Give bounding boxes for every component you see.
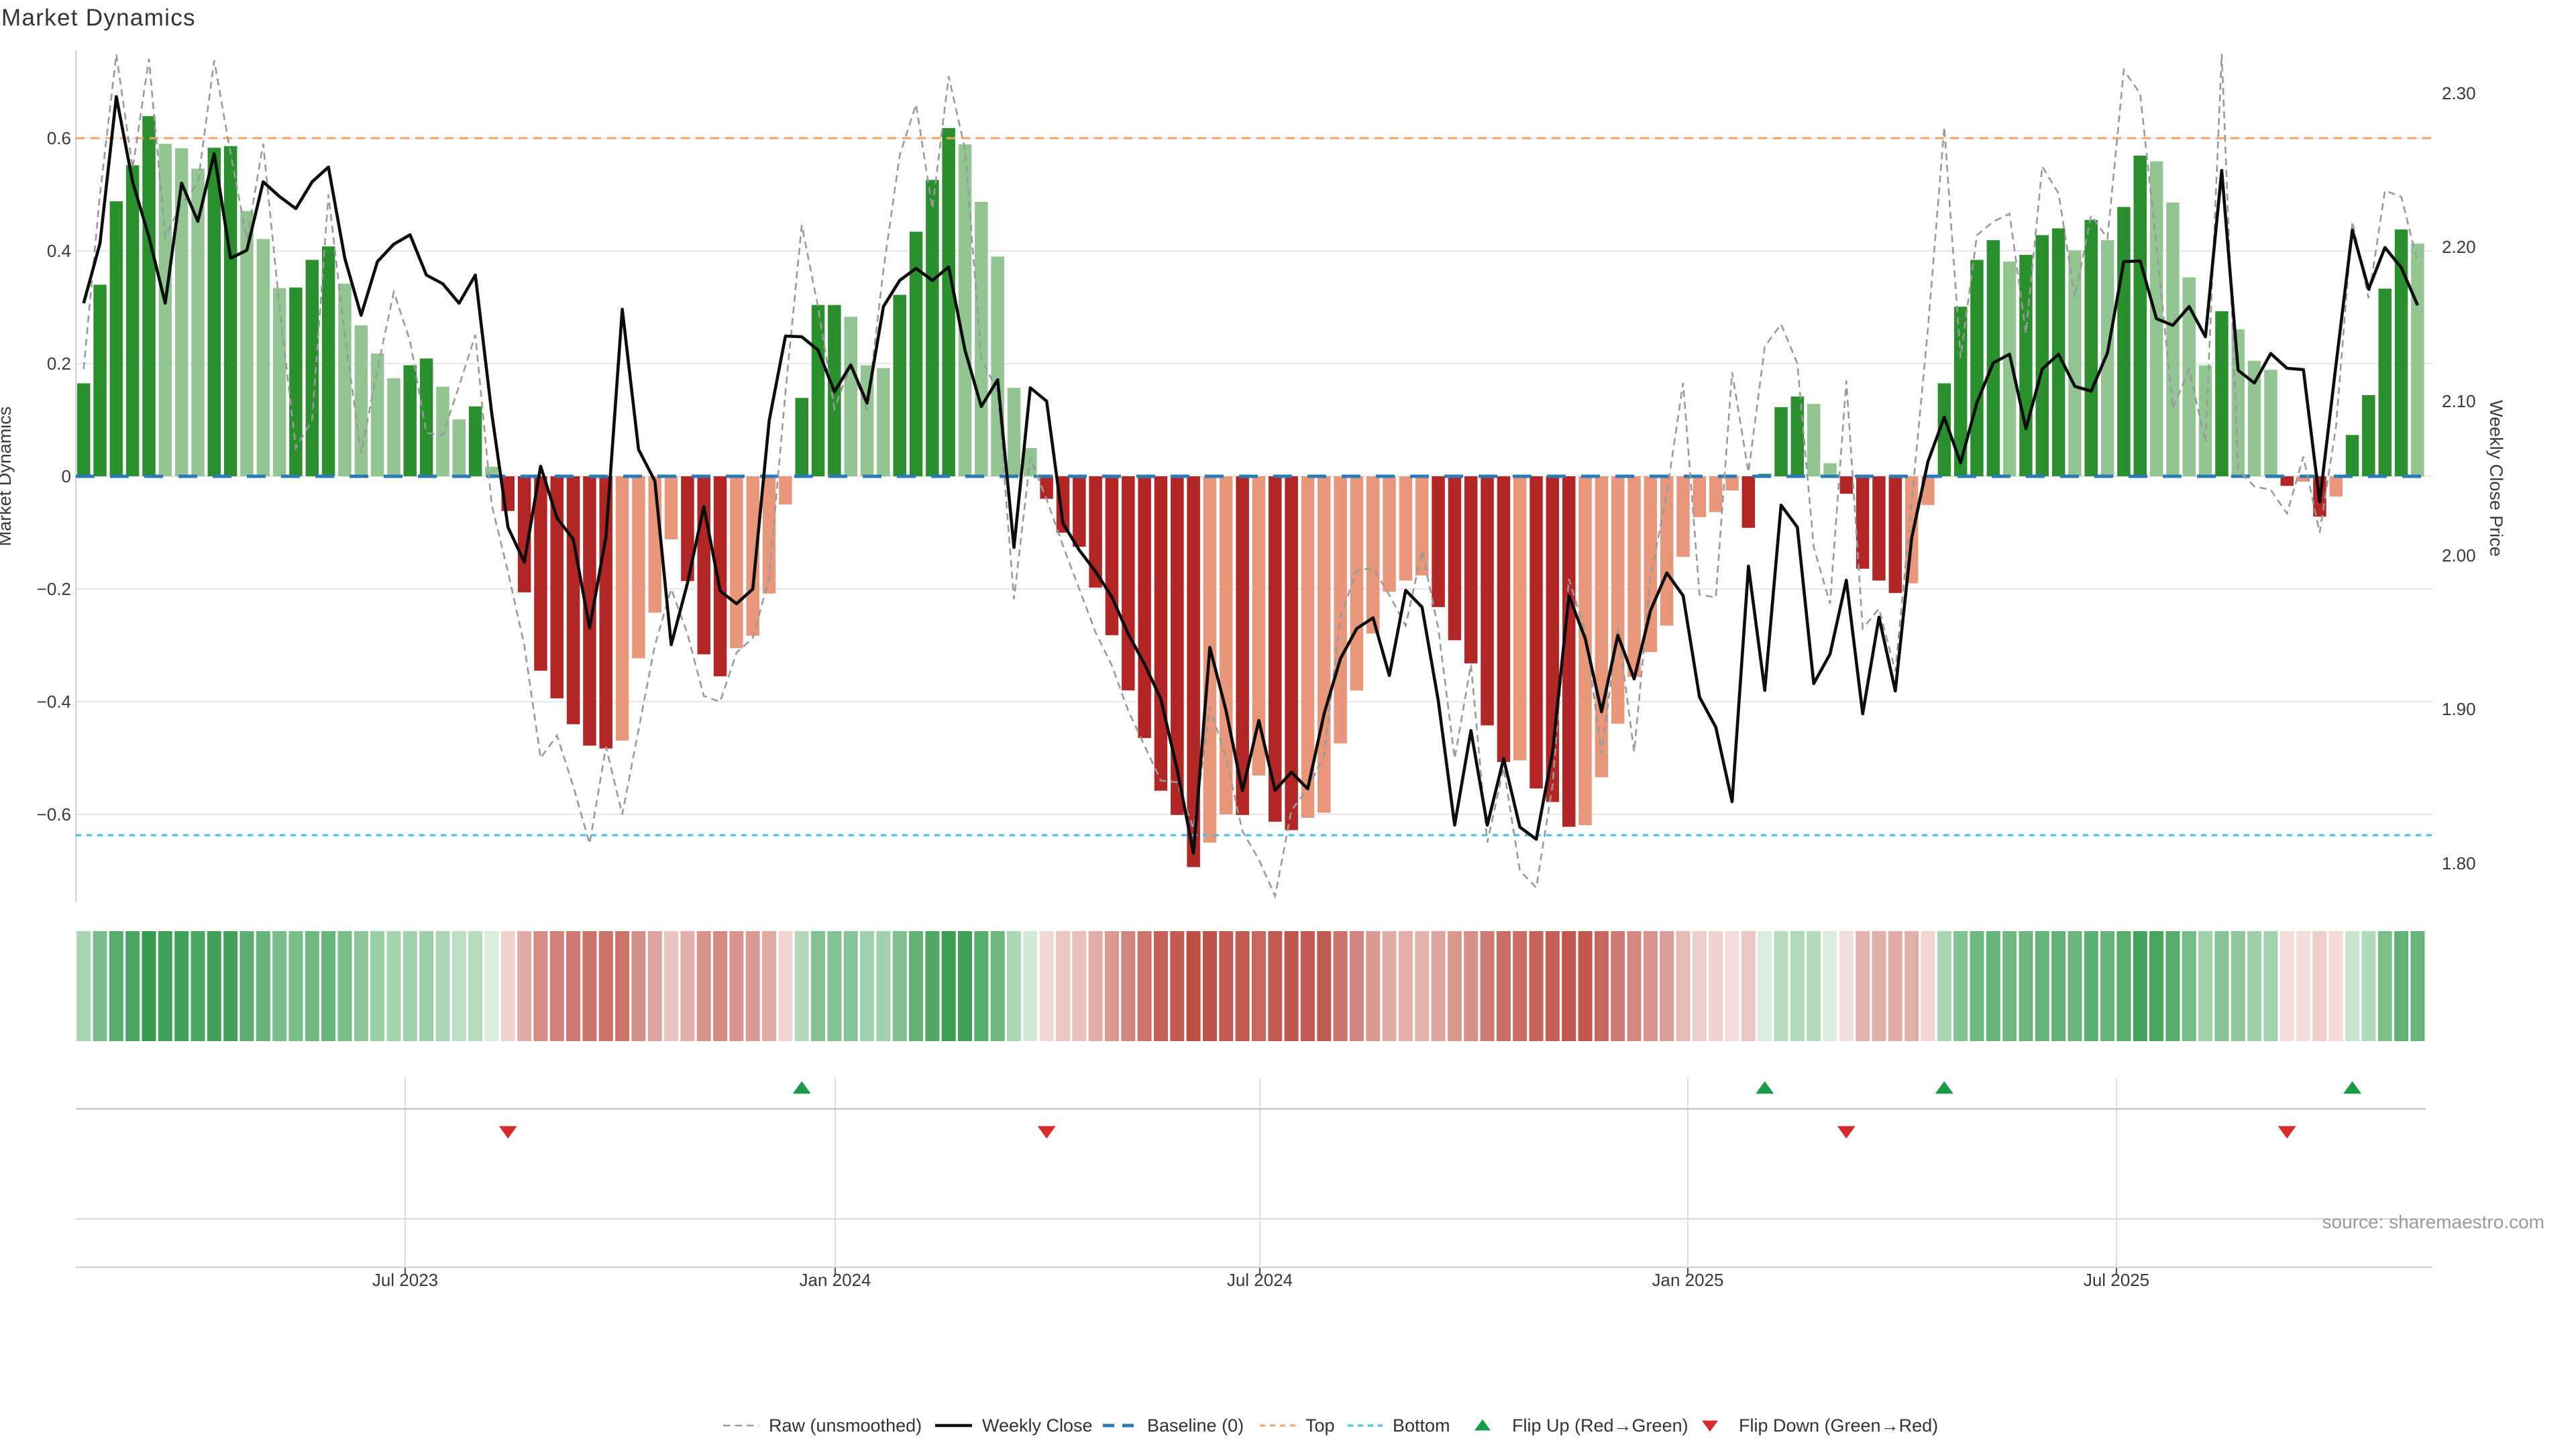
- svg-text:Jul 2025: Jul 2025: [2084, 1270, 2149, 1290]
- svg-text:0: 0: [62, 466, 71, 486]
- svg-text:−0.4: −0.4: [37, 692, 71, 712]
- svg-text:−0.6: −0.6: [37, 804, 71, 824]
- svg-text:Jan 2025: Jan 2025: [1652, 1270, 1724, 1290]
- svg-text:Jan 2024: Jan 2024: [800, 1270, 871, 1290]
- svg-text:Market Dynamics: Market Dynamics: [0, 407, 15, 547]
- svg-text:2.00: 2.00: [2442, 545, 2476, 566]
- svg-text:Top: Top: [1305, 1415, 1335, 1436]
- svg-text:Raw (unsmoothed): Raw (unsmoothed): [769, 1415, 922, 1436]
- svg-text:0.2: 0.2: [47, 354, 71, 374]
- svg-text:0.4: 0.4: [47, 241, 71, 261]
- svg-text:2.30: 2.30: [2442, 83, 2476, 103]
- svg-text:2.20: 2.20: [2442, 237, 2476, 257]
- svg-text:Baseline (0): Baseline (0): [1147, 1415, 1244, 1436]
- svg-text:1.80: 1.80: [2442, 853, 2476, 873]
- svg-text:source: sharemaestro.com: source: sharemaestro.com: [2322, 1212, 2544, 1232]
- svg-text:Market Dynamics: Market Dynamics: [1, 5, 196, 31]
- svg-text:Bottom: Bottom: [1393, 1415, 1450, 1436]
- svg-text:Jul 2023: Jul 2023: [372, 1270, 438, 1290]
- svg-text:Flip Down (Green→Red): Flip Down (Green→Red): [1739, 1415, 1938, 1436]
- svg-text:0.6: 0.6: [47, 128, 71, 148]
- svg-text:Flip Up (Red→Green): Flip Up (Red→Green): [1512, 1415, 1688, 1436]
- svg-text:2.10: 2.10: [2442, 391, 2476, 411]
- svg-text:1.90: 1.90: [2442, 699, 2476, 719]
- svg-text:Jul 2024: Jul 2024: [1227, 1270, 1293, 1290]
- svg-text:Weekly Close Price: Weekly Close Price: [2486, 400, 2506, 557]
- svg-text:−0.2: −0.2: [37, 579, 71, 599]
- svg-text:Weekly Close: Weekly Close: [982, 1415, 1093, 1436]
